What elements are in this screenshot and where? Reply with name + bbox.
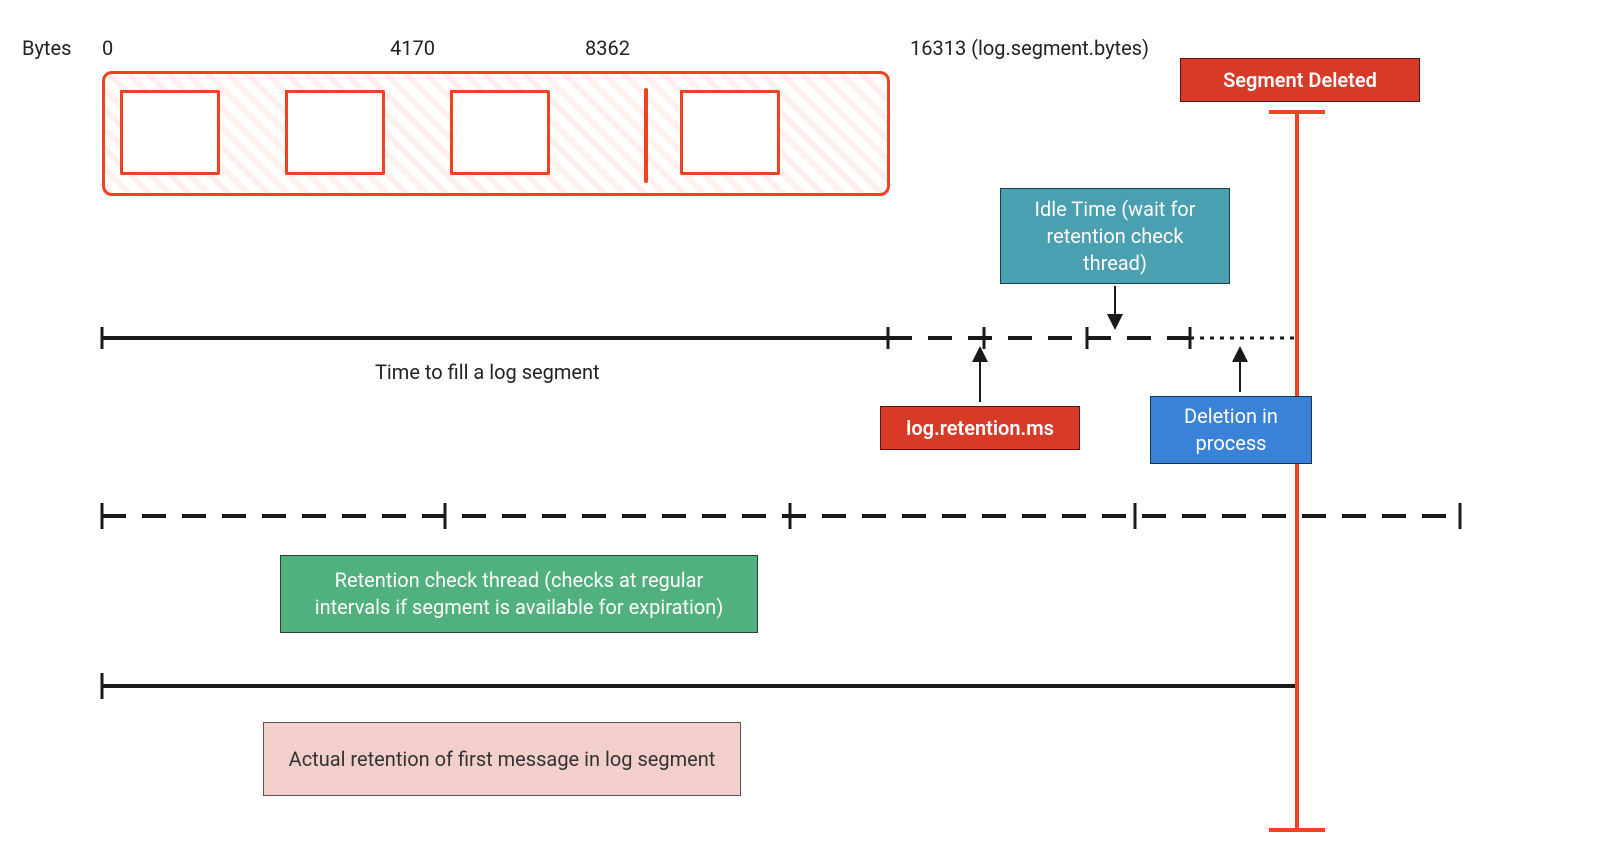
callout-idle-time: Idle Time (wait for retention check thre… (1000, 188, 1230, 284)
callout-segment-deleted: Segment Deleted (1180, 58, 1420, 102)
line-layer (0, 0, 1600, 865)
callout-retention-check: Retention check thread (checks at regula… (280, 555, 758, 633)
callout-log-retention: log.retention.ms (880, 406, 1080, 450)
timeline-1-label: Time to fill a log segment (375, 360, 600, 384)
diagram-canvas: Bytes 0 4170 8362 16313 (log.segment.byt… (0, 0, 1600, 865)
callout-actual-retention: Actual retention of first message in log… (263, 722, 741, 796)
callout-deletion-in-process: Deletion in process (1150, 396, 1312, 464)
